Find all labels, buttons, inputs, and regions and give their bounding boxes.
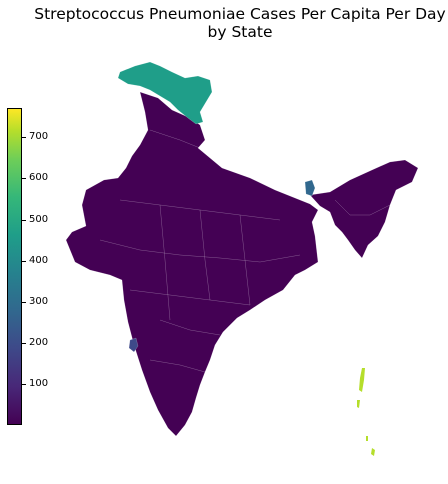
map-title-line1: Streptococcus Pneumoniae Cases Per Capit… [34,5,446,23]
colorbar-tick-label: 200 [29,337,49,348]
colorbar-tick [22,137,26,138]
northeast-states [309,159,419,259]
colorbar-tick [22,261,26,262]
colorbar-tick-label: 600 [29,172,49,183]
map-title-line2: by State [207,23,273,41]
colorbar-tick [22,220,26,221]
colorbar-tick [22,178,26,179]
colorbar-tick-label: 500 [29,214,49,225]
colorbar-tick-label: 700 [29,131,49,142]
colorbar [7,108,22,425]
region-andaman-nicobar [357,368,375,456]
colorbar-tick-label: 300 [29,296,49,307]
mainland-states [65,91,319,437]
colorbar-tick [22,343,26,344]
colorbar-tick [22,302,26,303]
region-goa [128,337,139,353]
region-jammu-kashmir [117,61,213,125]
state-boundaries [99,129,391,373]
colorbar-tick-label: 100 [29,378,49,389]
region-tripura [304,179,316,197]
colorbar-tick [22,384,26,385]
colorbar-tick-label: 400 [29,255,49,266]
